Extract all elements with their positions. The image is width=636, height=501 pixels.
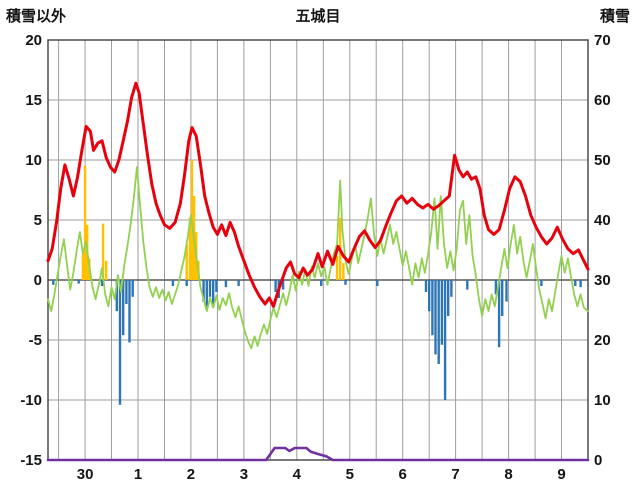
- right-axis-tick-label: 30: [594, 272, 611, 289]
- right-axis-tick-label: 20: [594, 332, 611, 349]
- right-axis-tick-label: 50: [594, 152, 611, 169]
- right-axis-tick-label: 70: [594, 32, 611, 49]
- x-axis-tick-label: 5: [346, 466, 354, 483]
- x-axis-tick-label: 9: [557, 466, 565, 483]
- series-precipitation-bars: [52, 280, 582, 405]
- right-axis-title: 積雪: [599, 7, 630, 25]
- x-axis-tick-label: 4: [293, 466, 302, 483]
- left-axis-tick-label: -15: [20, 452, 42, 469]
- left-axis-title: 積雪以外: [5, 7, 66, 25]
- right-axis-tick-label: 40: [594, 212, 611, 229]
- plot-frame: [47, 39, 589, 461]
- series-snow-depth-line: [46, 446, 590, 462]
- series-green-line: [47, 166, 589, 350]
- left-axis-tick-label: 0: [34, 272, 42, 289]
- x-axis-tick-label: 1: [134, 466, 142, 483]
- right-axis-tick-label: 0: [594, 452, 602, 469]
- left-axis-tick-label: 15: [25, 92, 42, 109]
- left-axis-tick-label: 20: [25, 32, 42, 49]
- x-axis-tick-label: 2: [187, 466, 195, 483]
- left-axis-tick-label: -5: [29, 332, 42, 349]
- x-axis-tick-label: 30: [77, 466, 94, 483]
- left-axis-tick-label: -10: [20, 392, 42, 409]
- chart-title: 五城目: [295, 7, 340, 25]
- x-axis-tick-label: 3: [240, 466, 248, 483]
- left-axis-tick-label: 10: [25, 152, 42, 169]
- x-axis-tick-label: 6: [399, 466, 407, 483]
- x-axis-tick-label: 7: [451, 466, 459, 483]
- left-axis-tick-label: 5: [34, 212, 42, 229]
- series-temperature-line: [46, 81, 590, 308]
- right-axis-tick-label: 60: [594, 92, 611, 109]
- x-axis-tick-label: 8: [504, 466, 512, 483]
- right-axis-tick-label: 10: [594, 392, 611, 409]
